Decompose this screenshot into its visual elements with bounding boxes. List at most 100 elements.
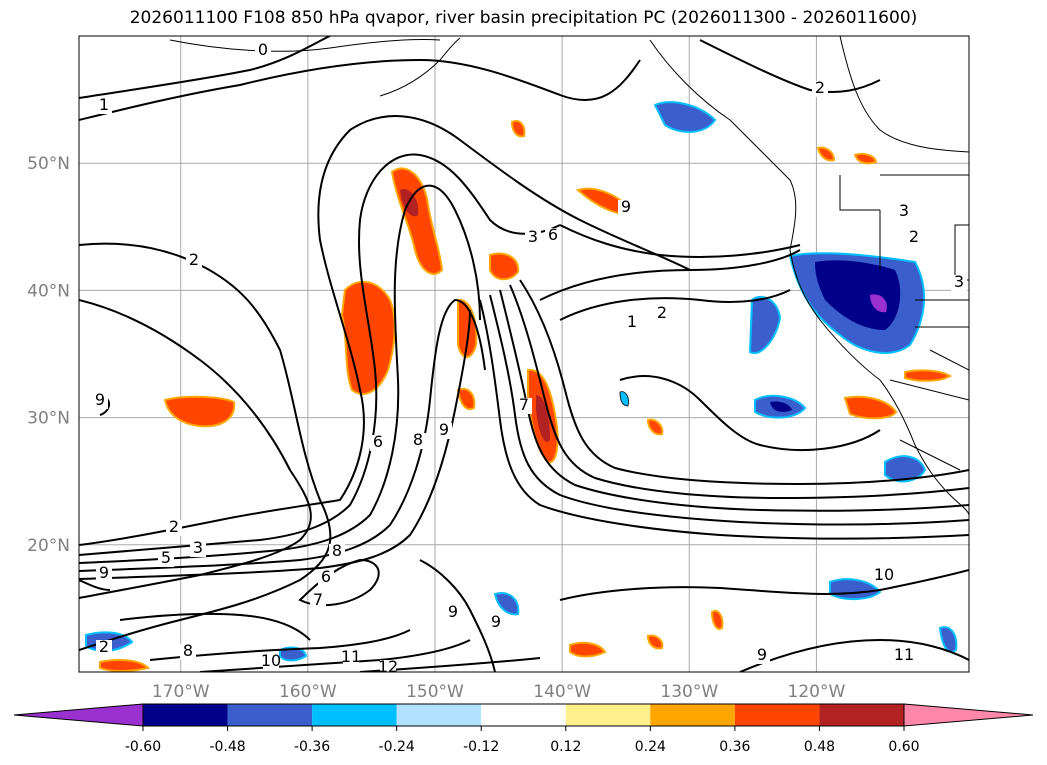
contour-label: 2 (99, 637, 109, 656)
longitude-label: 150°W (406, 682, 464, 702)
colorbar-tick-label: -0.60 (125, 739, 161, 755)
colorbar-segment (143, 704, 228, 726)
contour-label: 2 (657, 303, 667, 322)
contour-label: 9 (491, 612, 501, 631)
contour-label-bg (436, 423, 452, 439)
longitude-label: 120°W (788, 682, 846, 702)
contour-label-bg (255, 43, 271, 59)
contour-label-bg (310, 593, 326, 609)
colorbar: -0.60 -0.48 -0.36 -0.24 -0.12 0.12 0.24 0.36 0.4… (13, 703, 1034, 755)
precip-negative-area (770, 401, 792, 412)
contour-label: 9 (439, 420, 449, 439)
contour-label-bg (906, 230, 922, 246)
colorbar-frame (142, 703, 905, 727)
contour-label: 9 (95, 390, 105, 409)
qvapor-contours (79, 36, 969, 672)
contour-label-bg (545, 228, 561, 244)
precip-negative-area (815, 260, 901, 330)
precip-positive-area (843, 395, 898, 420)
map-frame (78, 35, 970, 673)
precip-negative-area (870, 294, 887, 313)
colorbar-tick-label: -0.12 (463, 739, 499, 755)
contour-label-bg (329, 544, 345, 560)
contour-label: 1 (627, 312, 637, 331)
colorbar-extend-max (903, 703, 1034, 727)
precip-positive-area (456, 388, 476, 410)
precip-positive-area (163, 395, 236, 428)
contour-label-bg (410, 433, 426, 449)
contour-label-bg (896, 204, 912, 220)
contour-label-bg (96, 640, 112, 656)
precip-negative-area (938, 626, 958, 653)
contour-label: 8 (183, 641, 193, 660)
contour-label: 5 (161, 548, 171, 567)
precip-negative-area (748, 295, 782, 355)
contour-label-bg (370, 435, 386, 451)
precip-negative-area (279, 646, 308, 662)
longitude-label: 130°W (660, 682, 718, 702)
contour-label: 11 (894, 645, 914, 664)
precip-negative-area (493, 592, 520, 616)
contour-label: 10 (874, 565, 894, 584)
contour-label: 8 (332, 541, 342, 560)
contour-label-bg (754, 648, 770, 664)
contour-label: 2 (189, 250, 199, 269)
precip-positive-area (904, 369, 952, 382)
contour-label-bg (525, 230, 541, 246)
contour-label: 2 (909, 227, 919, 246)
latitude-label: 30°N (27, 409, 70, 429)
colorbar-tick-label: -0.48 (209, 739, 245, 755)
colorbar-tick-label: 0.60 (888, 739, 919, 755)
precip-positive-area (646, 634, 664, 650)
precip-positive-area (489, 252, 520, 281)
precip-positive-area (510, 120, 526, 138)
contour-label: 3 (193, 538, 203, 557)
contour-label: 7 (519, 395, 529, 414)
contour-label: 3 (954, 272, 964, 291)
contour-label-bg (876, 568, 892, 584)
precip-positive-area (99, 659, 150, 672)
colorbar-segment (312, 704, 397, 726)
contour-label-bg (380, 660, 396, 672)
colorbar-segment (819, 704, 904, 726)
contour-label: 11 (341, 647, 361, 666)
contour-label-bg (618, 200, 634, 216)
colorbar-tick-label: 0.24 (635, 739, 666, 755)
precip-positive-area (646, 418, 664, 436)
colorbar-segment (565, 704, 651, 726)
contour-label-bg (96, 566, 112, 582)
precip-positive-area (816, 146, 836, 162)
contour-label: 1 (99, 95, 109, 114)
contour-label-bg (96, 98, 112, 114)
coastlines (169, 36, 969, 516)
contour-label-bg (516, 398, 532, 414)
colorbar-tick-label: 0.36 (719, 739, 750, 755)
contour-label: 10 (261, 651, 281, 670)
contour-label-bg (896, 648, 912, 664)
contour-label: 8 (413, 430, 423, 449)
contour-label: 12 (378, 657, 398, 676)
contour-label: 9 (99, 563, 109, 582)
contour-label-bg (263, 654, 279, 670)
colorbar-tick-label: -0.36 (294, 739, 330, 755)
latitude-label: 20°N (27, 536, 70, 556)
contour-label: 6 (373, 432, 383, 451)
precip-negative-area (619, 391, 629, 407)
contour-label-bg (190, 541, 206, 557)
colorbar-segment (227, 704, 313, 726)
precip-positive-area (536, 395, 550, 442)
contour-label: 3 (899, 201, 909, 220)
contour-label-bg (343, 650, 359, 666)
contour-label-bg (812, 81, 828, 97)
contour-label-bg (624, 315, 640, 331)
contour-label-bg (951, 275, 967, 291)
colorbar-tick-label: -0.24 (379, 739, 415, 755)
contour-label: 9 (448, 602, 458, 621)
contour-label-bg (654, 306, 670, 322)
colorbar-segment (481, 704, 566, 726)
contour-label: 2 (815, 78, 825, 97)
contour-label-bg (488, 615, 504, 631)
contour-label: 2 (169, 517, 179, 536)
